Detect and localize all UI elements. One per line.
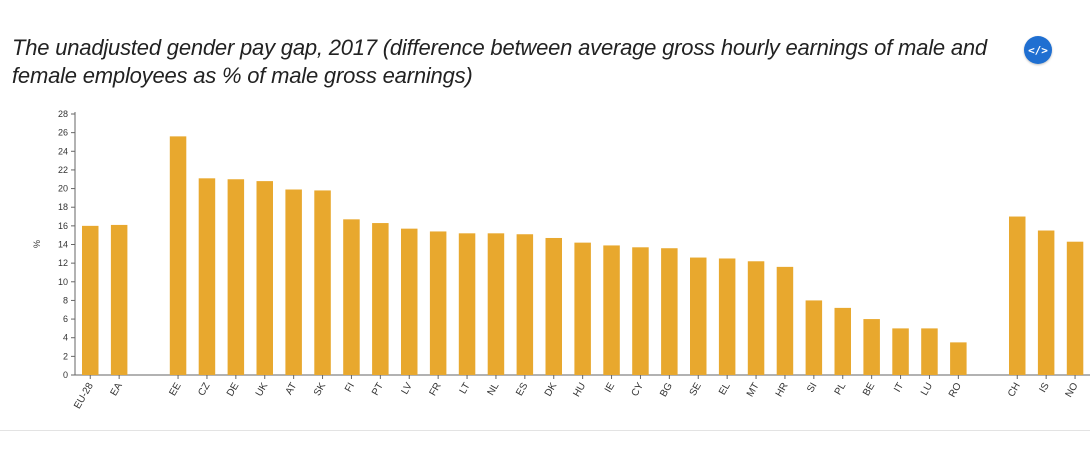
y-tick-label: 28 <box>58 109 68 119</box>
bar-cz[interactable] <box>198 178 216 375</box>
bar-el[interactable] <box>718 258 736 375</box>
bar-pl[interactable] <box>834 307 852 375</box>
bar-nl[interactable] <box>487 233 505 375</box>
bar-hu[interactable] <box>574 242 591 375</box>
x-tick-label: SE <box>688 381 704 398</box>
x-tick-label: BG <box>658 381 675 399</box>
y-tick-label: 26 <box>58 128 68 138</box>
y-tick-label: 22 <box>58 165 68 175</box>
chart-frame: The unadjusted gender pay gap, 2017 (dif… <box>0 35 1090 431</box>
x-tick-label: EL <box>717 381 733 397</box>
bar-at[interactable] <box>285 189 302 375</box>
bar-sk[interactable] <box>314 190 331 375</box>
bar-es[interactable] <box>516 234 534 375</box>
x-tick-label: DE <box>225 381 242 399</box>
bar-uk[interactable] <box>256 181 274 375</box>
x-tick-label: HU <box>571 381 588 399</box>
bar-pt[interactable] <box>372 223 389 375</box>
x-tick-label: UK <box>254 381 271 399</box>
y-tick-label: 20 <box>58 184 68 194</box>
bar-ch[interactable] <box>1009 216 1026 375</box>
bar-ee[interactable] <box>169 136 187 375</box>
x-tick-label: LT <box>458 381 473 396</box>
x-tick-label: PL <box>833 381 849 397</box>
x-tick-label: FR <box>428 381 444 398</box>
x-tick-label: IE <box>603 381 617 395</box>
bar-ro[interactable] <box>950 342 967 375</box>
bar-fr[interactable] <box>429 231 447 375</box>
x-tick-label: EE <box>167 381 183 398</box>
embed-code-icon[interactable]: </> <box>1024 36 1052 64</box>
bar-mt[interactable] <box>747 261 765 375</box>
x-tick-label: MT <box>745 381 762 399</box>
y-tick-label: 12 <box>58 258 68 268</box>
bar-no[interactable] <box>1066 241 1084 375</box>
x-tick-label: FI <box>343 381 357 394</box>
x-tick-label: NO <box>1064 381 1081 400</box>
y-tick-label: 6 <box>63 314 68 324</box>
bar-dk[interactable] <box>545 237 563 375</box>
bar-si[interactable] <box>805 300 823 375</box>
bar-bg[interactable] <box>661 248 678 375</box>
y-tick-label: 4 <box>63 333 68 343</box>
x-tick-label: IS <box>1037 381 1051 395</box>
bar-cy[interactable] <box>632 247 649 375</box>
x-tick-label: AT <box>284 381 300 397</box>
x-tick-label: SI <box>805 381 819 395</box>
x-tick-label: NL <box>486 381 502 398</box>
x-tick-label: PT <box>370 381 386 398</box>
bar-de[interactable] <box>227 179 245 375</box>
bar-lt[interactable] <box>458 233 476 375</box>
bar-se[interactable] <box>690 257 707 375</box>
x-tick-label: SK <box>312 381 328 398</box>
x-tick-label: HR <box>774 381 791 399</box>
bar-be[interactable] <box>863 319 880 375</box>
bar-is[interactable] <box>1037 230 1055 375</box>
bar-eu-28[interactable] <box>82 225 99 375</box>
x-tick-label: LU <box>919 381 935 398</box>
x-tick-label: DK <box>543 381 560 399</box>
bar-ea[interactable] <box>110 224 128 375</box>
y-tick-label: 14 <box>58 240 68 250</box>
bar-lv[interactable] <box>401 228 418 375</box>
y-tick-label: 2 <box>63 351 68 361</box>
x-tick-label: EA <box>109 381 125 398</box>
x-tick-label: LV <box>400 381 415 397</box>
bar-ie[interactable] <box>603 245 620 375</box>
y-tick-label: 0 <box>63 370 68 380</box>
x-tick-label: CY <box>630 381 647 399</box>
y-axis-label: % <box>32 240 42 248</box>
x-tick-label: EU-28 <box>72 381 96 411</box>
bar-hr[interactable] <box>776 266 794 375</box>
x-tick-label: IT <box>892 381 906 394</box>
bar-it[interactable] <box>892 328 909 375</box>
chart-title: The unadjusted gender pay gap, 2017 (dif… <box>12 35 987 88</box>
y-tick-label: 10 <box>58 277 68 287</box>
x-tick-label: RO <box>947 381 964 400</box>
y-tick-label: 8 <box>63 295 68 305</box>
x-tick-label: BE <box>861 381 877 398</box>
bar-fi[interactable] <box>343 219 360 375</box>
y-tick-label: 18 <box>58 202 68 212</box>
x-tick-label: CH <box>1006 381 1023 399</box>
x-tick-label: CZ <box>196 381 212 398</box>
bar-lu[interactable] <box>921 328 938 375</box>
x-tick-label: ES <box>514 381 530 398</box>
y-tick-label: 16 <box>58 221 68 231</box>
y-tick-label: 24 <box>58 146 68 156</box>
